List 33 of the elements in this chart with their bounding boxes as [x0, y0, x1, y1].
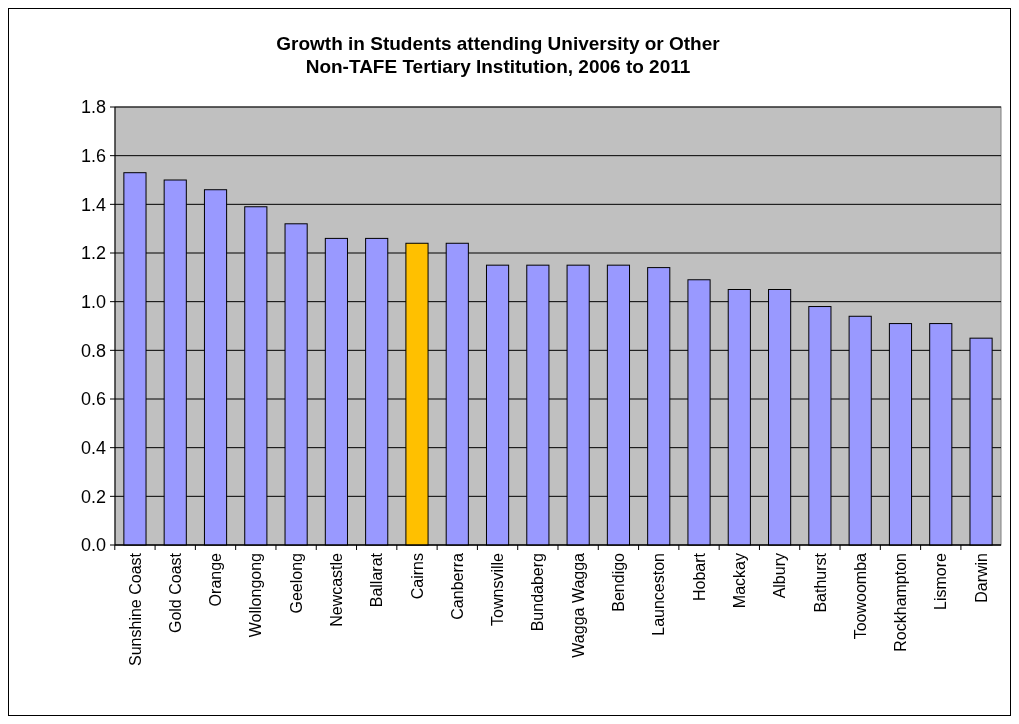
x-tick-label: Bundaberg	[529, 553, 547, 632]
x-tick-label: Toowoomba	[851, 552, 869, 640]
x-tick-label: Mackay	[730, 553, 748, 609]
x-tick-label: Newcastle	[328, 552, 345, 627]
x-tick-label: Sunshine Coast	[126, 552, 144, 666]
y-tick-label: 0.6	[80, 389, 106, 410]
x-tick-label: Rockhampton	[892, 553, 910, 652]
y-tick-label: 1.8	[80, 97, 106, 118]
x-tick-label: Townsville	[489, 552, 507, 626]
chart-title: Growth in Students attending University or Other Non-TAFE Tertiary Institution, 2006 to 2011	[276, 33, 721, 77]
y-tick-label: 1.6	[80, 145, 106, 166]
y-tick-label: 0.4	[80, 437, 106, 458]
y-tick-label: 0.0	[80, 535, 106, 556]
x-tick-label: Orange	[207, 552, 225, 607]
x-tick-label: Gold Coast	[166, 552, 184, 634]
y-tick-label: 1.0	[80, 291, 106, 312]
x-tick-label: Launceston	[650, 553, 668, 636]
x-tick-label: Cairns	[408, 553, 426, 600]
x-tick-label: Darwin	[972, 553, 990, 603]
x-tick-label: Hobart	[690, 552, 708, 602]
x-tick-label: Lismore	[932, 552, 950, 610]
y-tick-label: 0.8	[80, 340, 106, 361]
y-tick-label: 0.2	[80, 486, 106, 507]
y-tick-label: 1.2	[80, 243, 106, 264]
x-tick-label: Canberra	[448, 552, 466, 620]
x-tick-label: Wagga Wagga	[569, 552, 587, 658]
x-tick-label: Albury	[771, 553, 789, 599]
x-tick-label: Geelong	[287, 553, 305, 614]
x-tick-label: Ballarat	[368, 552, 386, 608]
x-tick-label: Wollongong	[247, 553, 265, 638]
x-tick-label: Bathurst	[811, 552, 829, 613]
x-tick-label: Bendigo	[610, 552, 628, 612]
y-tick-label: 1.4	[80, 194, 106, 215]
